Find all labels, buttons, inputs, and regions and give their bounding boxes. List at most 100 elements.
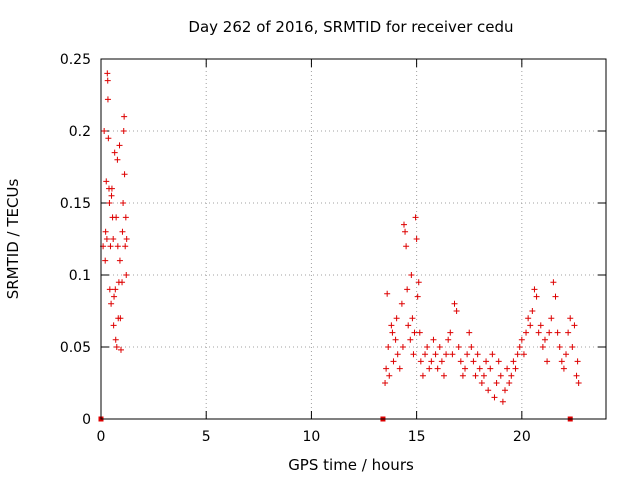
y-tick-label: 0 — [82, 412, 91, 428]
data-point — [104, 77, 111, 84]
y-tick-labels: 0 0.05 0.1 0.15 0.2 0.25 — [60, 52, 91, 428]
data-point — [123, 272, 130, 278]
data-point — [413, 236, 420, 242]
x-tick-label: 0 — [97, 429, 106, 445]
data-point — [466, 329, 473, 336]
data-point — [103, 178, 110, 185]
data-point — [116, 257, 123, 264]
data-point — [104, 70, 111, 77]
data-point — [436, 344, 443, 350]
data-point — [527, 322, 534, 329]
data-point — [518, 336, 525, 343]
data-point — [567, 315, 574, 322]
data-point — [569, 344, 576, 350]
data-point — [535, 329, 542, 336]
data-point — [113, 344, 120, 350]
data-point — [438, 358, 445, 365]
axis-ticks — [100, 58, 606, 420]
y-tick-label: 0.1 — [69, 268, 91, 284]
data-point — [544, 358, 551, 365]
data-point — [560, 365, 567, 372]
data-point — [393, 315, 400, 322]
data-point — [550, 279, 557, 286]
data-point — [449, 351, 456, 358]
data-point — [493, 380, 500, 386]
data-point — [113, 214, 120, 221]
x-tick-label: 15 — [408, 429, 426, 445]
data-point — [451, 300, 458, 307]
y-tick-label: 0.2 — [69, 124, 91, 140]
data-point — [537, 322, 544, 329]
data-point — [541, 336, 548, 343]
data-point — [117, 315, 124, 322]
data-point — [386, 372, 393, 379]
data-point — [445, 336, 452, 343]
data-point — [573, 372, 580, 379]
data-point — [104, 96, 111, 103]
data-point — [525, 315, 532, 322]
data-point — [514, 351, 521, 358]
data-point — [384, 290, 391, 297]
y-tick-label: 0.15 — [60, 196, 91, 212]
data-point — [416, 329, 423, 336]
data-point — [470, 358, 477, 365]
data-point — [459, 372, 466, 379]
data-point — [558, 358, 565, 365]
data-point — [556, 344, 563, 350]
data-point — [107, 243, 114, 250]
data-point — [504, 365, 511, 372]
data-point — [103, 236, 110, 242]
data-point — [476, 365, 483, 372]
data-point — [110, 322, 117, 329]
data-point — [499, 398, 506, 405]
data-point — [432, 351, 439, 358]
data-point — [407, 336, 414, 343]
data-point — [399, 344, 406, 350]
data-point — [120, 200, 127, 206]
data-point — [401, 221, 407, 228]
data-point — [520, 351, 527, 358]
data-point — [410, 351, 417, 358]
data-point — [121, 113, 128, 120]
data-point — [414, 293, 421, 300]
data-point — [117, 346, 124, 353]
data-point — [523, 329, 530, 336]
y-axis-label: SRMTID / TECUs — [4, 179, 22, 300]
data-point — [388, 322, 395, 329]
data-point — [111, 149, 118, 156]
data-point — [531, 286, 538, 293]
data-point — [405, 322, 412, 329]
data-point — [417, 358, 424, 365]
data-point — [457, 358, 464, 365]
data-point — [563, 351, 570, 358]
x-tick-labels: 0 5 10 15 20 — [97, 429, 531, 445]
data-point — [548, 315, 555, 322]
data-point — [453, 308, 460, 314]
data-point — [546, 329, 553, 336]
data-point — [396, 365, 403, 372]
data-point — [408, 272, 415, 278]
data-point — [571, 322, 578, 329]
x-tick-label: 20 — [513, 429, 531, 445]
data-point — [119, 279, 126, 286]
data-point — [108, 192, 115, 199]
data-point — [403, 243, 410, 250]
data-point — [110, 236, 117, 242]
data-point — [121, 171, 128, 178]
data-point — [108, 300, 115, 307]
data-point — [462, 365, 469, 372]
data-point — [404, 286, 411, 293]
data-point — [489, 351, 496, 358]
data-point — [575, 380, 582, 386]
data-point — [409, 315, 416, 322]
x-axis-label: GPS time / hours — [288, 456, 414, 474]
data-point — [390, 358, 397, 365]
data-points — [100, 70, 582, 405]
data-point — [426, 365, 433, 372]
data-point — [389, 329, 396, 336]
data-point — [529, 308, 536, 314]
data-point — [491, 394, 498, 401]
data-point — [447, 329, 454, 336]
data-point — [443, 351, 450, 358]
